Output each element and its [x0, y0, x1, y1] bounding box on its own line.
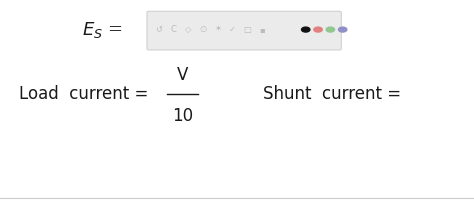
Text: 10: 10 [172, 107, 193, 125]
Text: Load  current =: Load current = [19, 85, 148, 103]
Text: ◇: ◇ [185, 25, 191, 34]
Ellipse shape [338, 27, 347, 32]
Text: ∅: ∅ [199, 25, 207, 34]
Text: C: C [171, 25, 176, 34]
Text: ✶: ✶ [214, 25, 221, 34]
Text: $E_S$ =: $E_S$ = [82, 20, 122, 40]
Ellipse shape [301, 27, 310, 32]
Text: V: V [177, 67, 188, 84]
Text: ✓: ✓ [229, 25, 236, 34]
Text: ↺: ↺ [155, 25, 162, 34]
Text: □: □ [243, 25, 251, 34]
FancyBboxPatch shape [147, 11, 341, 50]
Text: Shunt  current =: Shunt current = [263, 85, 401, 103]
Ellipse shape [314, 27, 322, 32]
Ellipse shape [326, 27, 335, 32]
Text: ▪: ▪ [259, 25, 264, 34]
